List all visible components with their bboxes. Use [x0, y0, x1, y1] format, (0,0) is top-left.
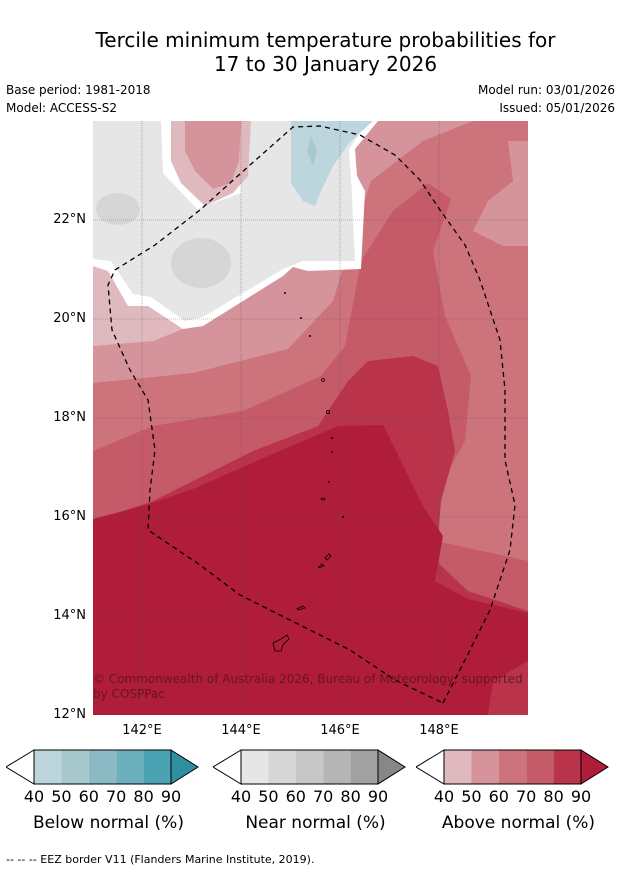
colorbar-extend-low	[416, 749, 445, 785]
colorbar-tick: 50	[258, 787, 279, 806]
colorbar-bin	[444, 750, 472, 784]
colorbar-extend-low	[6, 749, 35, 785]
colorbar-tick: 50	[461, 787, 482, 806]
colorbar-tick: 40	[433, 787, 455, 806]
colorbar-tick: 60	[78, 787, 99, 806]
colorbar-extend-high	[170, 749, 199, 785]
colorbar-extend-high	[580, 749, 609, 785]
colorbar-outline	[443, 749, 582, 785]
meta-right: Model run: 03/01/2026 Issued: 05/01/2026	[478, 81, 615, 117]
lon-label: 144°E	[221, 723, 261, 738]
colorbar-bin	[143, 750, 171, 784]
region-near-50	[96, 193, 140, 225]
colorbar-bin	[471, 750, 499, 784]
colorbar-swatches	[213, 749, 406, 785]
colorbar-bin	[34, 750, 62, 784]
islands	[272, 291, 344, 652]
colorbar-extend-low	[213, 749, 242, 785]
colorbar-bin	[323, 750, 351, 784]
colorbar-bin	[553, 750, 581, 784]
model-name: Model: ACCESS-S2	[6, 101, 118, 115]
colorbar-bin	[498, 750, 527, 784]
lat-label: 12°N	[53, 707, 86, 722]
colorbar-tick: 40	[23, 787, 45, 806]
colorbar-tick: 60	[488, 787, 509, 806]
region-above-90	[93, 425, 528, 715]
region-below-50	[307, 136, 317, 166]
copyright-notice: © Commonwealth of Australia 2026, Bureau…	[93, 672, 523, 701]
lat-label: 14°N	[53, 608, 86, 623]
colorbar-tick: 50	[51, 787, 72, 806]
issued-date: Issued: 05/01/2026	[499, 101, 615, 115]
colorbar-tick: 90	[160, 787, 182, 806]
colorbar-tick: 80	[543, 787, 564, 806]
region-near-50	[171, 238, 231, 288]
colorbar-above-normal: 40 50 60 70 80 90 Above normal (%)	[416, 749, 616, 849]
colorbar-near-normal: 40 50 60 70 80 90 Near normal (%)	[213, 749, 413, 849]
model-run: Model run: 03/01/2026	[477, 83, 615, 97]
region-above-80-se	[501, 661, 528, 715]
meta-left: Base period: 1981-2018 Model: ACCESS-S2	[6, 81, 151, 117]
colorbar-label: Above normal (%)	[441, 813, 596, 833]
colorbar-bin	[88, 750, 117, 784]
colorbar-label: Below normal (%)	[33, 813, 184, 833]
colorbar-bin	[350, 750, 378, 784]
graticule	[93, 121, 528, 715]
lon-label: 142°E	[122, 723, 162, 738]
probability-map	[93, 121, 528, 715]
region-above-50-nw	[185, 121, 241, 189]
colorbar-extend-high	[377, 749, 406, 785]
colorbar-bin	[61, 750, 89, 784]
lat-label: 18°N	[53, 410, 86, 425]
title-line-2: 17 to 30 January 2026	[213, 52, 438, 76]
colorbar-tick: 90	[570, 787, 592, 806]
title-line-1: Tercile minimum temperature probabilitie…	[95, 28, 556, 52]
colorbar-outline	[33, 749, 172, 785]
colorbar-bin	[526, 750, 554, 784]
lon-label: 146°E	[320, 723, 360, 738]
colorbar-bin	[268, 750, 296, 784]
colorbar-bin	[241, 750, 269, 784]
colorbar-tick: 70	[516, 787, 537, 806]
colorbar-tick: 60	[285, 787, 306, 806]
colorbar-swatches	[6, 749, 199, 785]
base-period: Base period: 1981-2018	[6, 83, 151, 97]
colorbar-bin	[295, 750, 324, 784]
eez-footnote: -- -- -- EEZ border V11 (Flanders Marine…	[6, 853, 315, 866]
lon-label: 148°E	[419, 723, 459, 738]
lat-label: 16°N	[53, 509, 86, 524]
colorbar-tick: 80	[340, 787, 361, 806]
region-above-40-ne	[473, 141, 528, 246]
colorbar-label: Near normal (%)	[245, 813, 386, 833]
colorbar-tick: 70	[106, 787, 127, 806]
colorbar-tick: 70	[313, 787, 334, 806]
eez-border	[107, 125, 516, 704]
colorbar-tick: 40	[230, 787, 252, 806]
colorbar-bin	[116, 750, 144, 784]
colorbar-tick: 80	[133, 787, 154, 806]
colorbar-outline	[240, 749, 379, 785]
lat-label: 22°N	[53, 212, 86, 227]
colorbar-tick: 90	[367, 787, 389, 806]
colorbar-below-normal: 40 50 60 70 80 90 Below normal (%)	[6, 749, 206, 849]
figure-title: Tercile minimum temperature probabilitie…	[0, 28, 621, 76]
colorbar-swatches	[416, 749, 609, 785]
lat-label: 20°N	[53, 311, 86, 326]
